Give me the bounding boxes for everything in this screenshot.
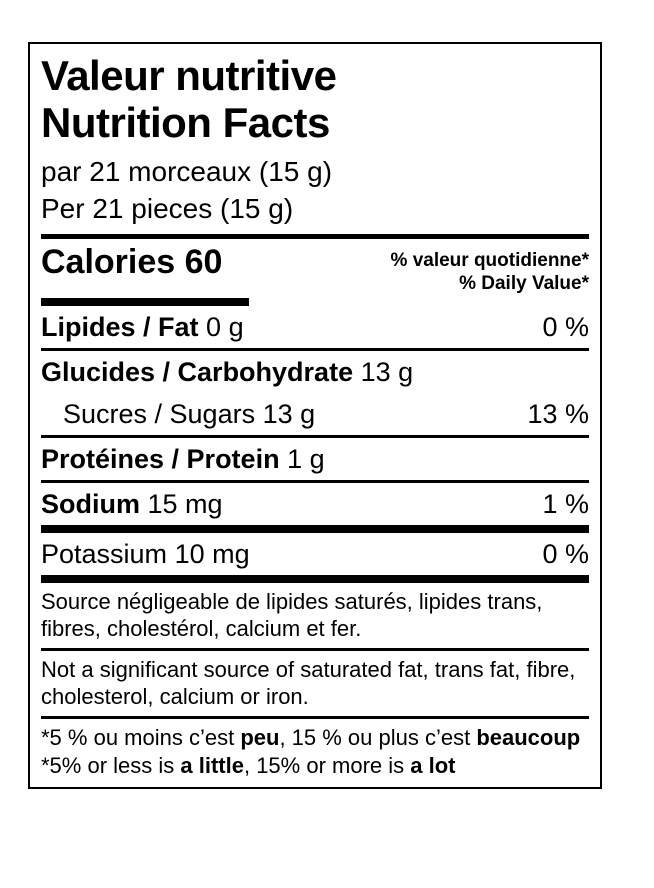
- nutrient-text-potassium: Potassium 10 mg: [41, 538, 250, 570]
- daily-value-header-english: % Daily Value*: [459, 273, 589, 294]
- footnote-english: *5% or less is a little, 15% or more is …: [41, 752, 589, 780]
- footnote-english-bold2: a lot: [410, 753, 456, 778]
- divider-after-potassium: [41, 575, 589, 583]
- nutrient-name-potassium: Potassium: [41, 539, 168, 569]
- footnote-french-part1: *5 % ou moins c’est: [41, 725, 241, 750]
- nutrition-facts-label: Valeur nutritive Nutrition Facts par 21 …: [28, 42, 602, 789]
- negligible-source-note-french: Source négligeable de lipides saturés, l…: [41, 589, 543, 641]
- nutrient-row-carbohydrate: Glucides / Carbohydrate 13 g: [41, 351, 589, 393]
- divider-under-calories: [41, 298, 250, 306]
- nutrient-pct-sodium: 1 %: [542, 489, 589, 519]
- divider-above-calories: [41, 234, 589, 239]
- nutrient-text-fat: Lipides / Fat 0 g: [41, 311, 244, 343]
- divider-above-footnote: [41, 716, 589, 719]
- nutrient-text-protein: Protéines / Protein 1 g: [41, 443, 325, 475]
- nutrient-row-fat: Lipides / Fat 0 g 0 %: [41, 306, 589, 348]
- nutrient-amount-protein: 1 g: [287, 444, 325, 474]
- nutrient-pct-potassium: 0 %: [542, 539, 589, 569]
- nutrient-row-protein: Protéines / Protein 1 g: [41, 438, 589, 480]
- nutrient-row-sodium: Sodium 15 mg 1 %: [41, 483, 589, 525]
- footnote-french-bold2: beaucoup: [476, 725, 581, 750]
- nutrient-amount-fat: 0 g: [206, 312, 244, 342]
- serving-size-english: Per 21 pieces (15 g): [41, 193, 294, 224]
- nutrient-name-carbohydrate: Glucides / Carbohydrate: [41, 357, 354, 387]
- serving-size-french: par 21 morceaux (15 g): [41, 156, 333, 187]
- footnote-french: *5 % ou moins c’est peu, 15 % ou plus c’…: [41, 724, 589, 752]
- title-french: Valeur nutritive: [41, 52, 337, 99]
- footnote-french-part2: , 15 % ou plus c’est: [279, 725, 477, 750]
- title-english: Nutrition Facts: [41, 99, 330, 146]
- nutrient-name-sodium: Sodium: [41, 489, 140, 519]
- nutrient-text-sugars: Sucres / Sugars 13 g: [63, 398, 315, 430]
- nutrient-amount-carbohydrate: 13 g: [360, 357, 414, 387]
- daily-value-header-french: % valeur quotidienne*: [390, 250, 589, 271]
- nutrient-pct-sugars: 13 %: [527, 399, 589, 429]
- nutrient-amount-sugars: 13 g: [262, 399, 316, 429]
- negligible-source-note-english: Not a significant source of saturated fa…: [41, 657, 576, 709]
- daily-value-header: % valeur quotidienne* % Daily Value*: [391, 243, 589, 295]
- nutrient-name-protein: Protéines / Protein: [41, 444, 280, 474]
- footnote-french-bold1: peu: [240, 725, 280, 750]
- nutrient-amount-potassium: 10 mg: [174, 539, 250, 569]
- nutrient-name-fat: Lipides / Fat: [41, 312, 199, 342]
- nutrient-text-carbohydrate: Glucides / Carbohydrate 13 g: [41, 356, 413, 388]
- divider-between-notes: [41, 648, 589, 651]
- nutrient-row-sugars: Sucres / Sugars 13 g 13 %: [41, 393, 589, 435]
- nutrient-text-sodium: Sodium 15 mg: [41, 488, 223, 520]
- divider-after-protein: [41, 480, 589, 483]
- calories-row: Calories 60 % valeur quotidienne* % Dail…: [41, 239, 589, 298]
- nutrient-pct-fat: 0 %: [542, 312, 589, 342]
- footnote-english-part1: *5% or less is: [41, 753, 181, 778]
- nutrient-row-potassium: Potassium 10 mg 0 %: [41, 533, 589, 575]
- divider-after-sodium: [41, 525, 589, 533]
- footnote-english-part2: , 15% or more is: [243, 753, 411, 778]
- nutrient-amount-sodium: 15 mg: [147, 489, 223, 519]
- footnote-block: *5 % ou moins c’est peu, 15 % ou plus c’…: [41, 719, 589, 787]
- calories-label: Calories 60: [41, 243, 223, 281]
- divider-after-fat: [41, 348, 589, 351]
- divider-after-sugars: [41, 435, 589, 438]
- footnote-english-bold1: a little: [180, 753, 244, 778]
- nutrient-name-sugars: Sucres / Sugars: [63, 399, 256, 429]
